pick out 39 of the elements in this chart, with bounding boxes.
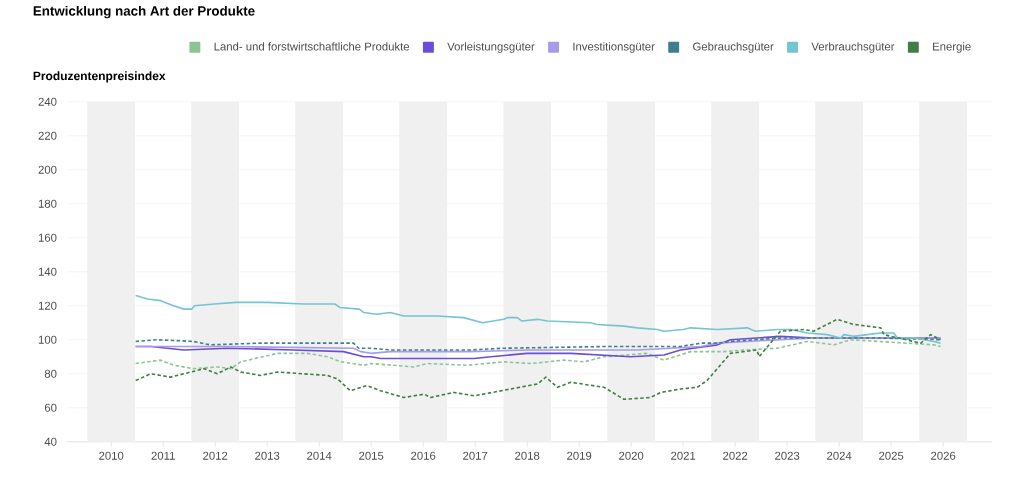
x-tick-label: 2022 <box>723 451 748 460</box>
chart-title: Entwicklung nach Art der Produkte <box>33 5 255 19</box>
legend-label: Energie <box>933 42 971 53</box>
y-tick-label: 60 <box>44 403 57 412</box>
x-tick-label: 2014 <box>307 451 332 460</box>
y-tick-label: 220 <box>38 131 57 140</box>
legend-label: Land- und forstwirtschaftliche Produkte <box>214 42 410 51</box>
legend-label: Investitionsgüter <box>573 42 655 53</box>
line-series <box>134 318 942 401</box>
x-tick-label: 2015 <box>359 451 384 460</box>
x-tick-label: 2013 <box>255 451 280 460</box>
x-tick-label: 2011 <box>151 451 175 460</box>
y-tick-label: 240 <box>38 97 57 106</box>
y-tick-label: 180 <box>38 199 57 208</box>
x-tick-label: 2021 <box>671 451 696 460</box>
line-series <box>134 337 942 355</box>
x-tick-label: 2010 <box>99 451 124 460</box>
y-tick-label: 40 <box>44 437 57 446</box>
x-tick-label: 2020 <box>619 451 644 460</box>
y-tick-label: 100 <box>38 335 57 344</box>
y-tick-label: 140 <box>38 267 57 276</box>
x-tick-label: 2017 <box>463 451 488 460</box>
y-tick-label: 80 <box>44 369 57 378</box>
x-tick-label: 2018 <box>515 451 540 460</box>
x-tick-label: 2012 <box>203 451 228 460</box>
x-tick-label: 2026 <box>931 451 956 460</box>
legend-label: Verbrauchsgüter <box>811 42 895 53</box>
x-tick-label: 2019 <box>567 451 592 460</box>
y-tick-label: 160 <box>38 233 57 242</box>
x-tick-label: 2025 <box>879 451 904 460</box>
y-axis-title: Produzentenpreisindex <box>33 71 166 83</box>
y-tick-label: 120 <box>38 301 57 310</box>
x-tick-label: 2023 <box>775 451 800 460</box>
line-series <box>134 338 942 370</box>
legend-label: Vorleistungsgüter <box>447 42 535 53</box>
legend-label: Gebrauchsgüter <box>693 42 774 53</box>
x-tick-label: 2024 <box>827 451 852 460</box>
x-tick-label: 2016 <box>411 451 436 460</box>
y-tick-label: 200 <box>38 165 57 174</box>
